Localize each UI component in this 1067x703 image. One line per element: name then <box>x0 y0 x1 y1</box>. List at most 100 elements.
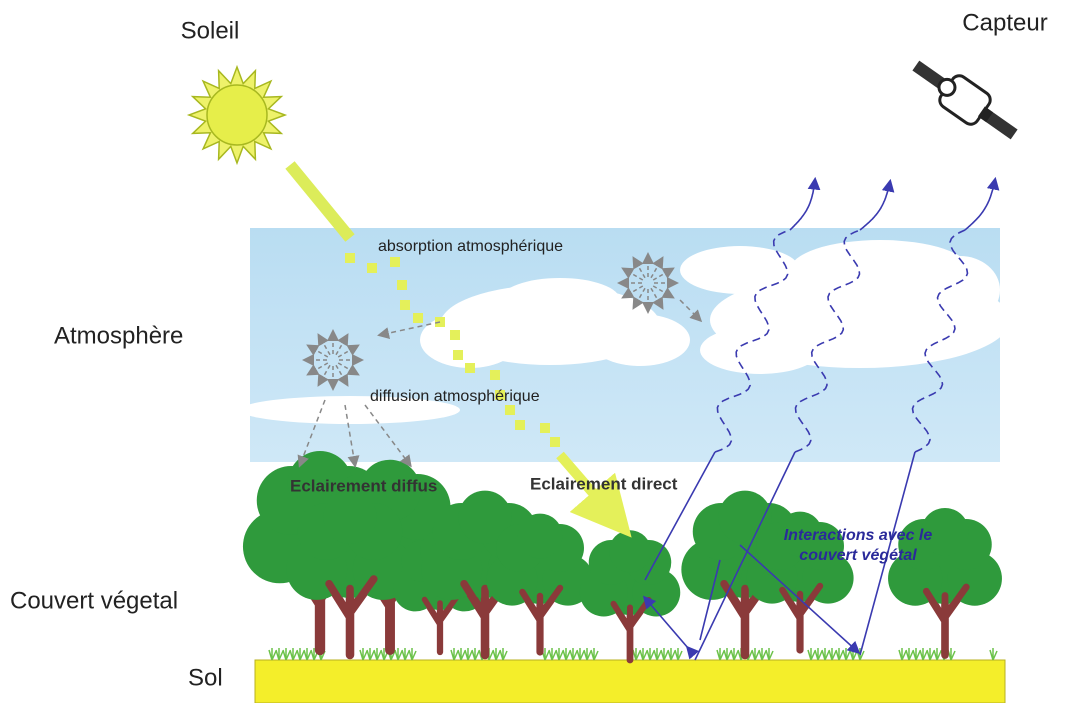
grass-part <box>633 648 640 660</box>
grass-part <box>563 648 570 660</box>
tree-part <box>522 588 560 652</box>
canopy-label: Couvert végetal <box>10 587 178 614</box>
reflected-radiation-part <box>860 182 890 230</box>
grass-part <box>752 648 759 660</box>
grass-part <box>906 648 913 660</box>
cloud-part <box>590 314 690 366</box>
interactions-label: couvert végétal <box>799 547 917 564</box>
grass-part <box>822 648 829 660</box>
direct-beam-part <box>397 280 407 290</box>
tree-part <box>425 596 458 652</box>
cloud-part <box>680 246 800 294</box>
grass-part <box>283 648 290 660</box>
grass-part <box>836 648 843 660</box>
satellite-icon <box>906 51 1025 149</box>
grass-part <box>500 648 507 660</box>
diffuse-light-label: Eclairement diffus <box>290 476 437 495</box>
grass-part <box>584 648 591 660</box>
grass-part <box>360 648 367 660</box>
grass-part <box>661 648 668 660</box>
tree-part <box>782 586 820 650</box>
grass-part <box>724 648 731 660</box>
soil-part <box>255 660 1005 703</box>
grass-part <box>990 648 997 660</box>
sun-icon-part <box>207 85 267 145</box>
direct-beam-part <box>290 165 350 238</box>
grass-part <box>395 648 402 660</box>
page: Soleil Capteur Atmosphère Couvert végeta… <box>0 0 1067 703</box>
diffusion-label: diffusion atmosphérique <box>370 388 540 405</box>
grass-part <box>297 648 304 660</box>
grass-part <box>654 648 661 660</box>
direct-beam-part <box>540 423 550 433</box>
grass-part <box>269 648 276 660</box>
soil-label: Sol <box>188 664 223 691</box>
tree-part <box>609 530 651 572</box>
grass-part <box>493 648 500 660</box>
grass-part <box>451 648 458 660</box>
grass-part <box>843 648 850 660</box>
diagram: Soleil Capteur Atmosphère Couvert végeta… <box>0 0 1067 703</box>
grass-part <box>759 648 766 660</box>
grass-part <box>920 648 927 660</box>
grass-part <box>913 648 920 660</box>
direct-beam-part <box>453 350 463 360</box>
grass-part <box>829 648 836 660</box>
grass-part <box>731 648 738 660</box>
reflected-radiation-part <box>965 180 995 230</box>
grass-part <box>276 648 283 660</box>
cloud-part <box>920 256 1000 324</box>
grass-part <box>367 648 374 660</box>
soil <box>255 660 1005 703</box>
absorption-label: absorption atmosphérique <box>378 238 563 255</box>
grass-part <box>640 648 647 660</box>
atmosphere-label: Atmosphère <box>54 322 183 349</box>
grass-part <box>374 648 381 660</box>
direct-beam-part <box>400 300 410 310</box>
cloud-part <box>700 326 820 374</box>
tree-part <box>926 587 966 655</box>
direct-beam-part <box>413 313 423 323</box>
grass-part <box>934 648 941 660</box>
grass-part <box>465 648 472 660</box>
grass-part <box>899 648 906 660</box>
direct-beam-part <box>390 257 400 267</box>
grass-part <box>948 648 955 660</box>
tree-part <box>329 579 374 655</box>
grass-part <box>570 648 577 660</box>
sun-label: Soleil <box>181 17 240 44</box>
tree-part <box>486 514 593 652</box>
grass-part <box>458 648 465 660</box>
direct-beam-part <box>450 330 460 340</box>
grass-part <box>290 648 297 660</box>
direct-beam-part <box>345 253 355 263</box>
sensor-label: Capteur <box>962 9 1047 36</box>
tree-part <box>580 530 681 660</box>
reflected-radiation-part <box>790 180 815 230</box>
sun-icon <box>189 67 285 163</box>
direct-beam-part <box>490 370 500 380</box>
grass-part <box>766 648 773 660</box>
cloud-part <box>500 278 620 322</box>
grass-part <box>675 648 682 660</box>
grass-part <box>717 648 724 660</box>
grass-part <box>304 648 311 660</box>
direct-beam-part <box>367 263 377 273</box>
direct-beam-part <box>505 405 515 415</box>
grass-part <box>927 648 934 660</box>
grass-part <box>577 648 584 660</box>
grass-part <box>647 648 654 660</box>
grass-part <box>815 648 822 660</box>
grass-part <box>402 648 409 660</box>
tree-part <box>518 514 563 559</box>
interactions-label: Interactions avec le <box>784 527 933 544</box>
grass-part <box>808 648 815 660</box>
tree-part <box>323 491 376 544</box>
grass-part <box>591 648 598 660</box>
direct-light-label: Eclairement direct <box>530 474 678 493</box>
direct-beam-part <box>465 363 475 373</box>
direct-beam-part <box>550 437 560 447</box>
grass-part <box>409 648 416 660</box>
grass-part <box>549 648 556 660</box>
grass-part <box>472 648 479 660</box>
